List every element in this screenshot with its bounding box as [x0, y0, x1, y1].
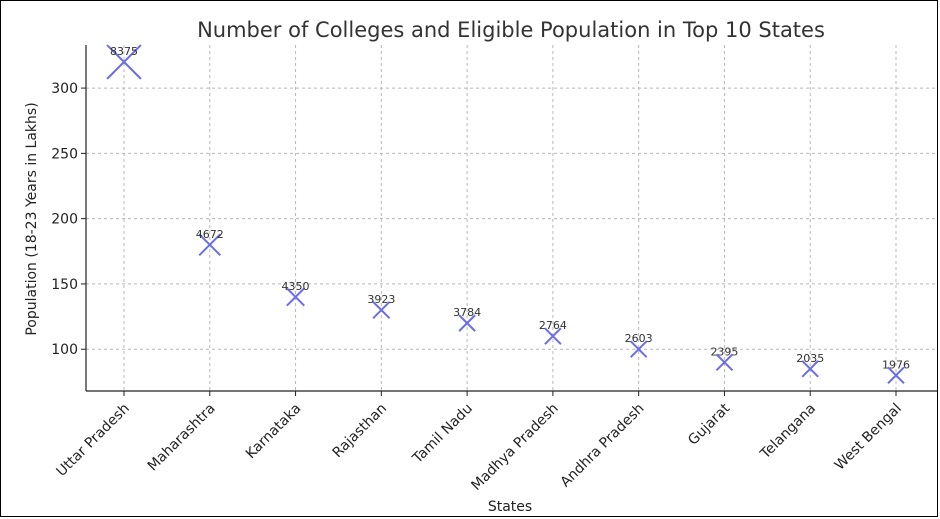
y-tick-labels: 100 150 200 250 300 [51, 81, 78, 358]
x-tick-labels: Uttar Pradesh Maharashtra Karnataka Rajasth… [53, 400, 904, 494]
data-label: 3923 [367, 293, 395, 306]
x-tick-label: Tamil Nadu [409, 401, 476, 468]
data-label: 2764 [539, 319, 567, 332]
data-point-marker [801, 360, 819, 378]
y-tick-label: 250 [51, 146, 78, 162]
data-label: 2035 [796, 352, 824, 365]
data-point-marker [715, 353, 734, 371]
x-tick-label: Uttar Pradesh [53, 401, 132, 480]
data-label: 2603 [625, 332, 653, 345]
x-tick-label: Telangana [757, 401, 819, 463]
y-tick-label: 300 [51, 81, 78, 97]
data-point-marker [629, 340, 648, 358]
x-tick-label: Rajasthan [330, 401, 391, 462]
x-tick-label: Madhya Pradesh [468, 401, 561, 494]
axes [81, 45, 937, 396]
data-point-marker [458, 314, 476, 332]
x-tick-label: Maharashtra [145, 401, 219, 475]
data-label: 8375 [110, 45, 138, 58]
data-labels: 8375 4672 4350 3923 3784 2764 2603 2395 2035 1976 [110, 45, 910, 371]
data-point-marker [372, 301, 391, 320]
x-tick-label: West Bengal [832, 401, 905, 474]
data-label: 4672 [196, 228, 224, 241]
data-label: 4350 [282, 280, 310, 293]
data-label: 1976 [882, 358, 910, 371]
y-tick-label: 200 [51, 212, 78, 228]
data-point-marker [887, 366, 905, 385]
data-point-marker [106, 44, 142, 80]
y-tick-label: 150 [51, 277, 78, 293]
data-point-marker [286, 287, 305, 307]
data-label: 3784 [453, 306, 481, 319]
data-points [106, 44, 905, 385]
chart-title: Number of Colleges and Eligible Populati… [197, 18, 825, 42]
y-tick-label: 100 [51, 342, 78, 358]
data-point-marker [198, 233, 222, 257]
y-axis-label: Population (18-23 Years in Lakhs) [24, 102, 40, 335]
data-label: 2395 [710, 345, 738, 358]
x-tick-label: Gujarat [685, 400, 733, 448]
data-point-marker [544, 327, 562, 345]
x-tick-label: Andhra Pradesh [558, 401, 648, 491]
x-tick-label: Karnataka [243, 401, 305, 463]
grid-lines [86, 45, 937, 391]
x-axis-label: States [488, 499, 532, 515]
